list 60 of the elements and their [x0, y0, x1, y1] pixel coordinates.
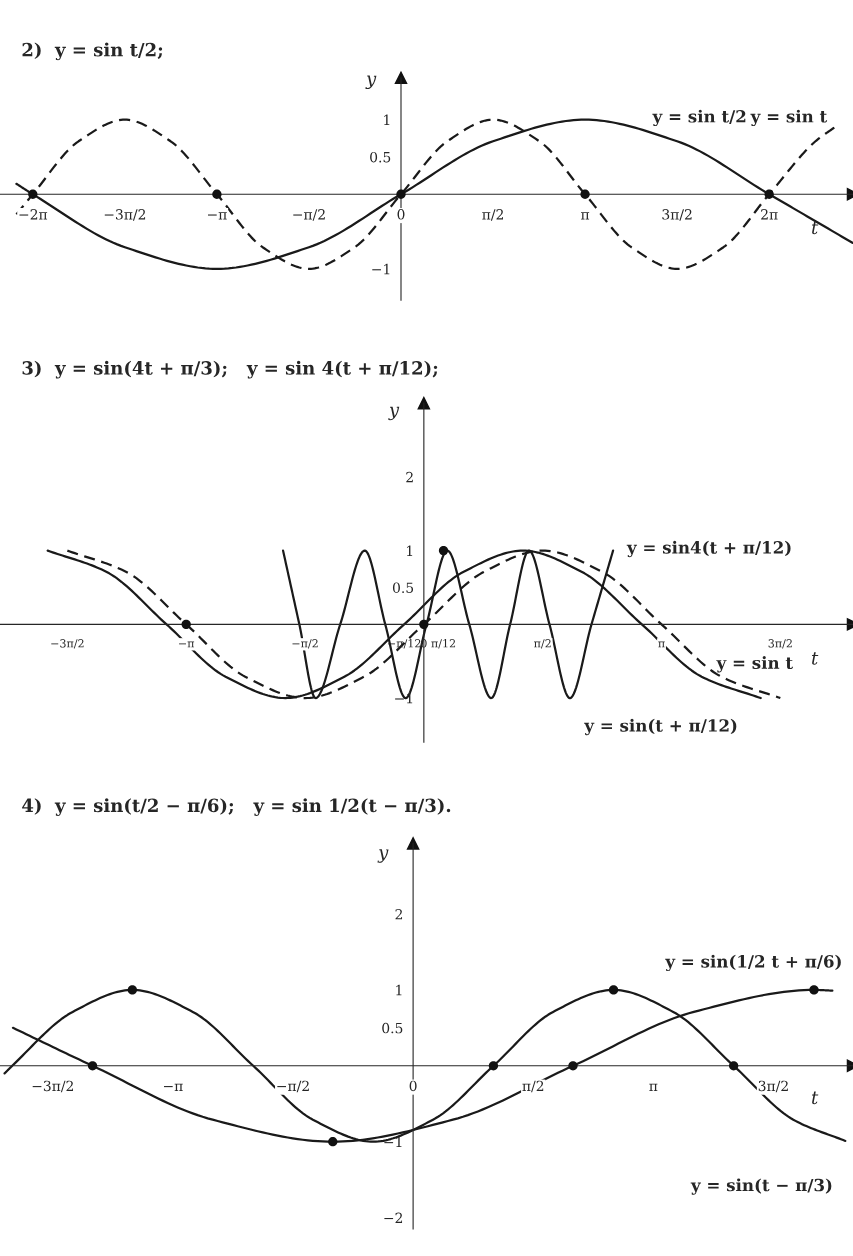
x-tick-label: −π/2: [293, 209, 325, 221]
y-tick-label: 1: [406, 545, 413, 556]
y-tick-label: −1: [384, 1136, 402, 1147]
point: [127, 985, 138, 995]
x-tick-label: π/2: [482, 209, 503, 221]
x-axis-title: t: [811, 1091, 819, 1105]
x-tick-label: −3π/2: [32, 1080, 73, 1093]
x-tick-label: −π: [208, 212, 227, 220]
x-tick-label: −π: [163, 1083, 183, 1091]
y-tick-label: 1: [384, 114, 390, 125]
point: [488, 1061, 499, 1071]
chart-title: 3) y = sin(4t + π/3); y = sin 4(t + π/12);: [22, 360, 438, 379]
x-axis-title: t: [811, 652, 819, 665]
x-tick-label: π/2: [534, 639, 551, 649]
point: [729, 1061, 739, 1071]
chart-title: 2) y = sin t/2;: [22, 42, 163, 61]
point: [328, 1137, 338, 1147]
x-tick-label: 3π/2: [758, 1080, 788, 1093]
y-tick-label: −1: [395, 693, 413, 704]
annotation: y = sin(1/2 t + π/6): [665, 954, 841, 972]
point: [568, 1061, 578, 1071]
x-tick-label: π/12: [431, 639, 456, 649]
y-axis-title: y: [365, 75, 377, 89]
x-axis-title: t: [811, 221, 819, 235]
x-tick-label: −3π/2: [104, 209, 146, 221]
x-tick-label: π: [658, 641, 665, 648]
point: [87, 1061, 98, 1071]
x-tick-label: −3π/2: [51, 639, 84, 649]
x-tick-label: π: [581, 212, 590, 220]
x-tick-label: −2π: [19, 209, 48, 220]
point: [809, 985, 819, 995]
annotation: y = sin t/2: [652, 109, 746, 127]
y-tick-label: 0.5: [392, 582, 414, 593]
y-tick-label: 2: [395, 908, 403, 920]
y-tick-label: 0.5: [382, 1022, 403, 1034]
annotation: y = sin4(t + π/12): [626, 540, 791, 558]
x-tick-label: 0: [397, 209, 405, 220]
y-axis-title: y: [377, 849, 389, 863]
x-tick-label: 0: [421, 639, 427, 648]
y-tick-label: −2: [384, 1212, 403, 1223]
y-tick-label: 0.5: [370, 151, 391, 163]
annotation: y = sin t: [750, 109, 828, 127]
y-tick-label: 2: [406, 471, 413, 483]
x-tick-label: −π/2: [277, 1080, 309, 1093]
y-tick-label: −1: [372, 263, 390, 275]
x-tick-label: −π/2: [292, 639, 318, 649]
chart-title: 4) y = sin(t/2 − π/6); y = sin 1/2(t − π/3).: [22, 798, 451, 816]
x-tick-label: 3π/2: [662, 209, 692, 221]
x-tick-label: π: [649, 1083, 658, 1091]
x-tick-label: −π: [179, 641, 195, 648]
x-tick-label: π/2: [522, 1080, 544, 1093]
x-tick-label: 0: [409, 1080, 417, 1092]
x-tick-label: 3π/2: [768, 639, 792, 649]
y-axis-title: y: [388, 406, 400, 421]
x-tick-label: 2π: [761, 209, 778, 220]
point: [608, 985, 619, 995]
annotation: y = sin(t + π/12): [584, 718, 737, 736]
annotation: y = sin t: [716, 656, 794, 673]
y-tick-label: 1: [396, 984, 402, 996]
annotation: y = sin(t − π/3): [690, 1178, 832, 1195]
